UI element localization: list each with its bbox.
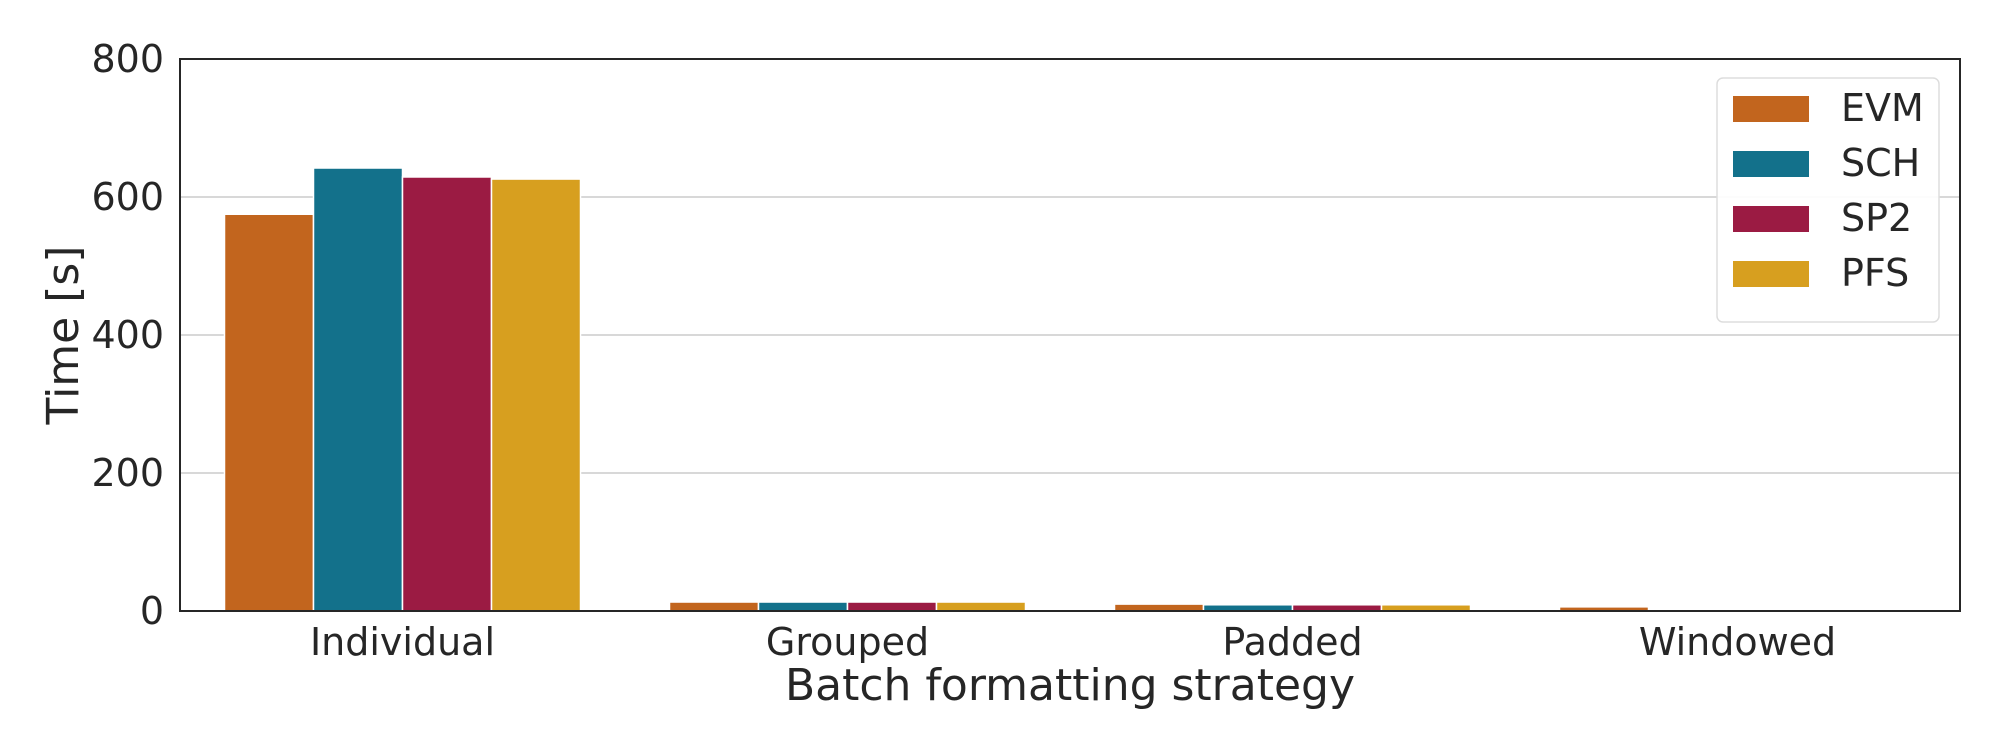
bars (223, 167, 1650, 612)
y-tick-label: 0 (140, 589, 164, 633)
y-tick-label: 400 (91, 313, 164, 357)
x-axis-ticks: Individual Grouped Padded Windowed (310, 620, 1836, 664)
bar-sp2-grouped (846, 601, 938, 612)
x-tick-label: Windowed (1639, 620, 1836, 664)
legend-label: SCH (1841, 141, 1920, 185)
legend: EVM SCH SP2 PFS (1716, 77, 1940, 323)
bar-sch-individual (312, 167, 404, 612)
bar-evm-individual (223, 213, 315, 612)
legend-swatch-sch (1733, 151, 1809, 177)
y-tick-label: 800 (91, 37, 164, 81)
x-tick-label: Grouped (766, 620, 929, 664)
bar-sch-grouped (757, 601, 849, 612)
bar-pfs-individual (490, 178, 582, 612)
bar-sp2-individual (401, 176, 493, 612)
y-axis-ticks: 0 200 400 600 800 (91, 37, 164, 633)
y-tick-label: 200 (91, 451, 164, 495)
legend-label: SP2 (1841, 196, 1912, 240)
legend-swatch-sp2 (1733, 206, 1809, 232)
x-axis-label: Batch formatting strategy (785, 660, 1355, 711)
x-tick-label: Individual (310, 620, 495, 664)
legend-label: PFS (1841, 251, 1909, 295)
legend-swatch-pfs (1733, 261, 1809, 287)
x-tick-label: Padded (1222, 620, 1362, 664)
y-axis-label: Time [s] (38, 246, 89, 426)
y-tick-label: 600 (91, 175, 164, 219)
legend-label: EVM (1841, 86, 1924, 130)
bar-pfs-grouped (935, 601, 1027, 612)
plot-frame (179, 58, 1961, 612)
bar-evm-padded (1113, 603, 1205, 612)
bar-evm-grouped (668, 601, 760, 612)
legend-swatch-evm (1733, 96, 1809, 122)
